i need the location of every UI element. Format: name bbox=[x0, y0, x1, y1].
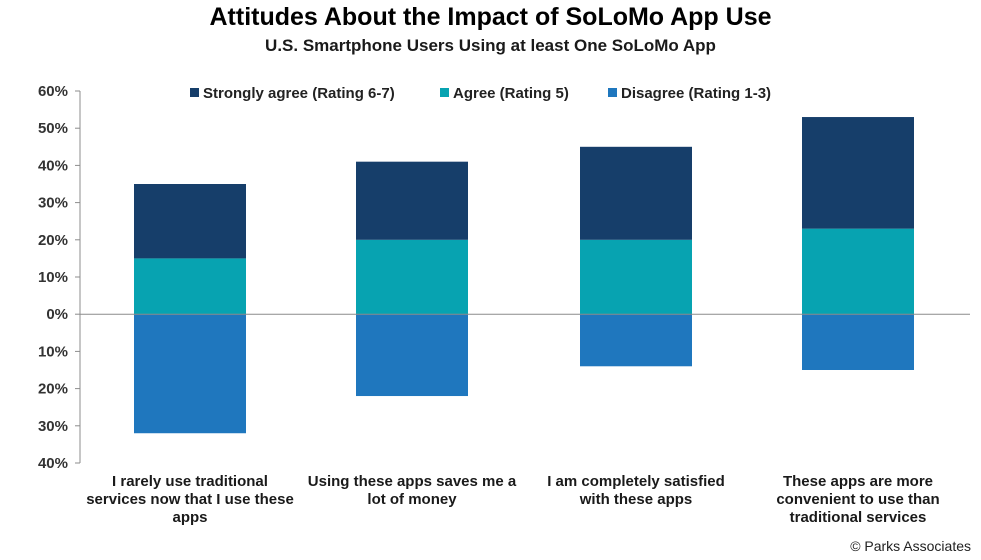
copyright-note: © Parks Associates bbox=[850, 538, 971, 554]
legend-label: Disagree (Rating 1-3) bbox=[621, 85, 771, 102]
bar-segment bbox=[580, 146, 692, 240]
y-tick-label: 30% bbox=[38, 418, 68, 435]
bar-segment bbox=[580, 314, 692, 367]
x-category-label: I rarely use traditional services now tha… bbox=[86, 473, 294, 526]
legend-swatch bbox=[440, 88, 449, 97]
x-category-label: These apps are more convenient to use tha… bbox=[776, 473, 940, 526]
bar-segment bbox=[134, 314, 246, 434]
x-category-label: I am completely satisfied with these apps bbox=[547, 473, 725, 508]
bar-segment bbox=[356, 239, 468, 315]
y-tick-label: 10% bbox=[38, 343, 68, 360]
legend-swatch bbox=[190, 88, 199, 97]
y-tick-label: 20% bbox=[38, 381, 68, 398]
x-category-label: Using these apps saves me a lot of money bbox=[307, 473, 517, 508]
bar-segment bbox=[356, 314, 468, 397]
chart-title: Attitudes About the Impact of SoLoMo App… bbox=[209, 3, 772, 31]
y-tick-label: 40% bbox=[38, 157, 68, 174]
y-tick-label: 10% bbox=[38, 269, 68, 286]
y-tick-label: 40% bbox=[38, 455, 68, 472]
bar-segment bbox=[580, 239, 692, 315]
legend-label: Agree (Rating 5) bbox=[453, 85, 569, 102]
y-tick-label: 20% bbox=[38, 232, 68, 249]
bar-segment bbox=[134, 184, 246, 259]
legend-swatch bbox=[608, 88, 617, 97]
legend-label: Strongly agree (Rating 6-7) bbox=[203, 85, 395, 102]
bar-segment bbox=[802, 314, 914, 370]
y-tick-label: 0% bbox=[46, 306, 68, 323]
y-tick-label: 50% bbox=[38, 120, 68, 137]
bar-segment bbox=[356, 161, 468, 240]
y-tick-label: 30% bbox=[38, 195, 68, 212]
bar-segment bbox=[802, 117, 914, 229]
bar-segment bbox=[802, 228, 914, 315]
chart-subtitle: U.S. Smartphone Users Using at least One… bbox=[265, 36, 716, 55]
bar-segment bbox=[134, 258, 246, 315]
y-tick-label: 60% bbox=[38, 83, 68, 100]
